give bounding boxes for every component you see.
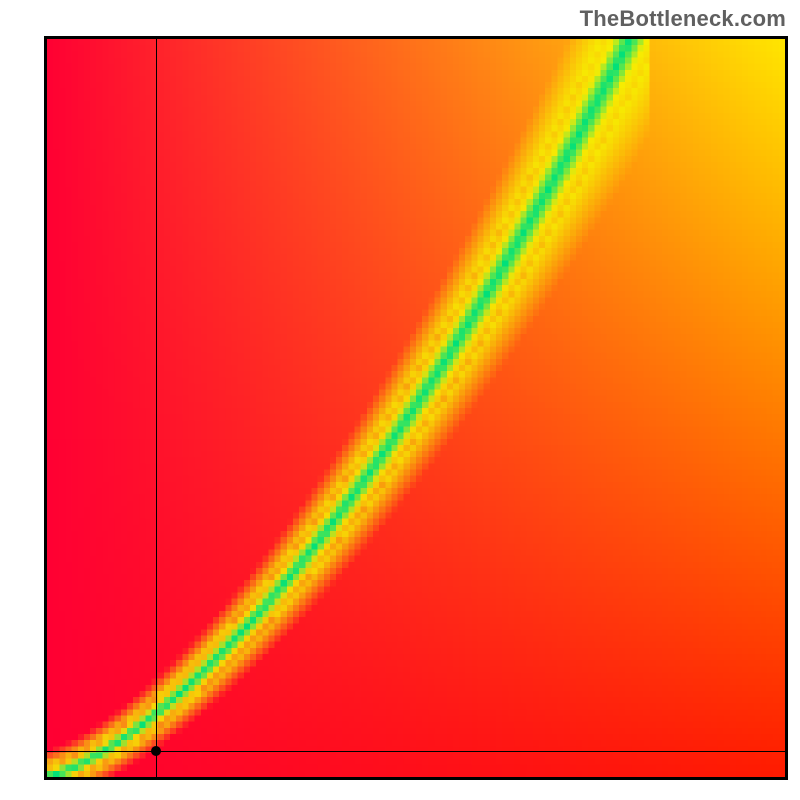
heatmap-canvas: [47, 39, 785, 777]
crosshair-vertical-line: [156, 39, 157, 777]
heatmap-plot-area: [44, 36, 788, 780]
crosshair-marker-dot: [151, 746, 161, 756]
watermark-text: TheBottleneck.com: [580, 6, 786, 32]
